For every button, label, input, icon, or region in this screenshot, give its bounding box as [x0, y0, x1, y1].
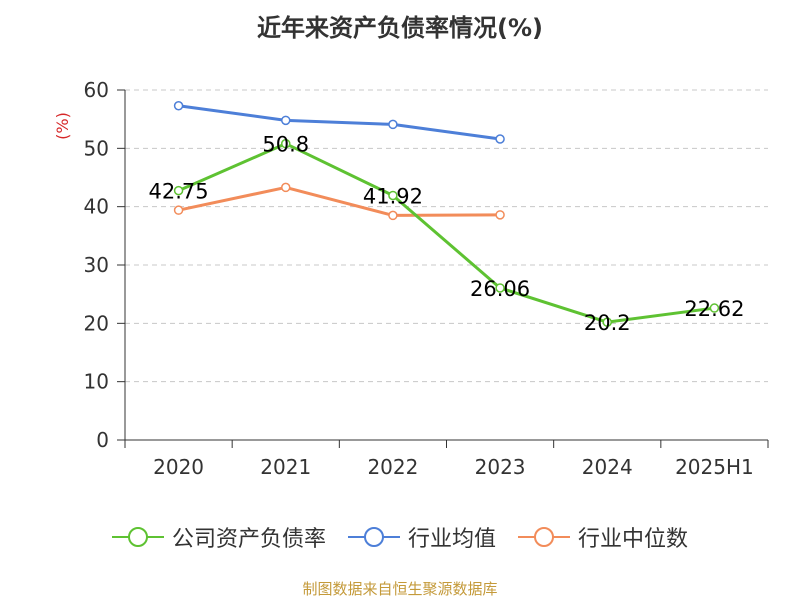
data-point	[173, 185, 184, 196]
x-tick-label: 2023	[475, 455, 526, 479]
data-point	[281, 182, 291, 193]
y-tick-label: 10	[84, 370, 109, 394]
y-axis-label: (%)	[53, 112, 72, 140]
data-point	[495, 134, 505, 144]
data-label: 42.75	[149, 180, 209, 204]
legend-item-company[interactable]: 公司资产负债率	[111, 521, 326, 553]
chart-title: 近年来资产负债率情况(%)	[257, 14, 543, 42]
x-tick-label: 2025H1	[675, 455, 754, 479]
data-point	[173, 205, 184, 215]
series-lines	[173, 101, 720, 327]
data-label: 22.62	[684, 297, 744, 321]
legend-label-industry-mean: 行业均值	[407, 527, 496, 552]
legend-swatch-industry-median	[518, 527, 570, 547]
data-point	[281, 115, 291, 126]
legend-label-company: 公司资产负债率	[171, 527, 326, 552]
data-point	[388, 119, 398, 130]
source-note: 制图数据来自恒生聚源数据库	[302, 580, 498, 598]
data-label: 20.2	[584, 311, 631, 335]
x-tick-label: 2021	[260, 455, 311, 479]
grid-lines	[125, 89, 768, 383]
y-tick-label: 40	[84, 195, 109, 219]
data-point	[602, 317, 612, 327]
data-point	[173, 101, 184, 111]
data-labels: 42.75 50.8 41.92 26.06 20.2 22.62	[149, 133, 745, 335]
legend-item-industry-mean[interactable]: 行业均值	[347, 521, 496, 553]
legend: 公司资产负债率 行业均值 行业中位数	[0, 520, 800, 554]
y-tick-label: 60	[84, 78, 109, 102]
data-label: 26.06	[470, 277, 530, 301]
legend-label-industry-median: 行业中位数	[578, 527, 689, 552]
data-point	[495, 210, 505, 220]
x-tick-label: 2024	[582, 455, 633, 479]
data-point	[495, 283, 505, 293]
x-tick-label: 2020	[153, 455, 204, 479]
data-point	[281, 138, 291, 149]
legend-swatch-company	[111, 527, 164, 547]
legend-item-industry-median[interactable]: 行业中位数	[518, 521, 688, 553]
data-point	[709, 303, 720, 313]
data-point	[388, 190, 398, 201]
data-point	[388, 210, 398, 221]
y-tick-label: 50	[84, 136, 109, 160]
series-line-2	[178, 185, 501, 217]
data-label: 41.92	[363, 184, 423, 208]
x-tick-label: 2022	[367, 455, 418, 479]
y-tick-label: 30	[84, 253, 109, 277]
series-line-1	[178, 104, 501, 141]
axes: 0 10 20 30 40 50 60 2020 2021 2022 2023 2024 2025H1 (…	[53, 78, 769, 479]
y-tick-label: 20	[84, 311, 109, 335]
series-line-0	[177, 142, 715, 324]
legend-swatch-industry-mean	[347, 527, 400, 547]
data-label: 50.8	[262, 133, 309, 157]
y-tick-label: 0	[96, 428, 109, 452]
